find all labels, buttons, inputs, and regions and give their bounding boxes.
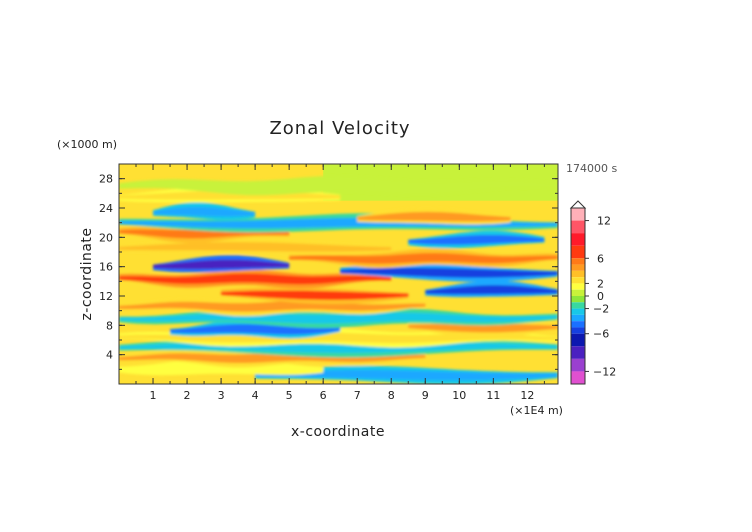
velocity-band	[408, 234, 545, 245]
colorbar-tick-label: −2	[593, 303, 609, 316]
colorbar-swatch	[571, 233, 585, 246]
colorbar-swatch	[571, 308, 585, 315]
y-tick-label: 8	[106, 319, 113, 332]
y-axis-label: z-coordinate	[79, 227, 95, 320]
colorbar-swatch	[571, 258, 585, 265]
x-tick-label: 12	[520, 389, 534, 402]
time-label: 174000 s	[566, 162, 617, 175]
colorbar-tick-label: −12	[593, 365, 616, 378]
chart-title: Zonal Velocity	[269, 118, 410, 139]
y-tick-label: 28	[99, 173, 113, 186]
plot-frame	[118, 163, 559, 385]
y-axis: 4 8 12 16 20 24 28	[99, 163, 558, 370]
x-tick-label: 3	[218, 389, 225, 402]
velocity-band	[153, 259, 290, 270]
colorbar-swatch	[571, 245, 585, 259]
colorbar-swatch	[571, 264, 585, 271]
colorbar-swatch	[571, 296, 585, 303]
colorbar-swatch	[571, 277, 585, 284]
colorbar-swatch	[571, 289, 585, 296]
colorbar-swatch	[571, 283, 585, 290]
colorbar-swatch	[571, 358, 585, 372]
x-tick-label: 10	[452, 389, 466, 402]
y-tick-label: 4	[106, 349, 113, 362]
y-tick-label: 20	[99, 231, 113, 244]
y-tick-label: 12	[99, 290, 113, 303]
velocity-band	[119, 352, 426, 364]
velocity-band	[119, 332, 558, 344]
colorbar-tick-label: 6	[597, 252, 604, 265]
x-tick-label: 9	[422, 389, 429, 402]
velocity-band	[357, 211, 511, 222]
colorbar-swatch	[571, 270, 585, 278]
colorbar-swatch	[571, 220, 585, 234]
colorbar-swatch	[571, 302, 585, 309]
velocity-band	[255, 370, 558, 381]
x-tick-label: 6	[320, 389, 327, 402]
colorbar-extend-arrow	[569, 200, 587, 209]
velocity-band	[119, 242, 392, 252]
velocity-band	[119, 273, 392, 285]
x-axis-label: x-coordinate	[291, 424, 385, 440]
x-tick-label: 1	[150, 389, 157, 402]
y-tick-label: 16	[99, 261, 113, 274]
colorbar: 12 6 20−2 −6 −12	[569, 200, 616, 385]
colorbar-swatch	[571, 327, 585, 334]
colorbar-swatch	[571, 333, 585, 347]
colorbar-swatch	[571, 346, 585, 359]
colorbar-tick-label: 0	[597, 290, 604, 303]
x-tick-label: 7	[354, 389, 361, 402]
y-tick-label: 24	[99, 202, 113, 215]
x-tick-label: 4	[252, 389, 259, 402]
velocity-band	[153, 206, 256, 217]
velocity-band	[119, 180, 558, 192]
colorbar-swatch	[571, 371, 585, 384]
colorbar-tick-label: 12	[597, 215, 611, 228]
velocity-field	[119, 164, 558, 384]
x-unit-label: (×1E4 m)	[510, 404, 563, 417]
velocity-band	[221, 290, 409, 300]
colorbar-swatch	[571, 321, 585, 328]
x-axis: 1 2 3 4 5 6 7 8 9 10 11 12	[135, 164, 545, 402]
velocity-band	[340, 267, 558, 278]
colorbar-swatch	[571, 208, 585, 221]
x-tick-label: 5	[286, 389, 293, 402]
velocity-band	[425, 285, 558, 295]
colorbar-swatch	[571, 314, 585, 322]
velocity-band	[289, 252, 558, 264]
x-tick-label: 8	[388, 389, 395, 402]
velocity-band	[408, 323, 558, 333]
velocity-band	[170, 324, 341, 335]
y-unit-label: (×1000 m)	[57, 138, 117, 151]
x-tick-label: 11	[486, 389, 500, 402]
colorbar-tick-label: 2	[597, 277, 604, 290]
colorbar-tick-label: −6	[593, 328, 609, 341]
x-tick-label: 2	[184, 389, 191, 402]
